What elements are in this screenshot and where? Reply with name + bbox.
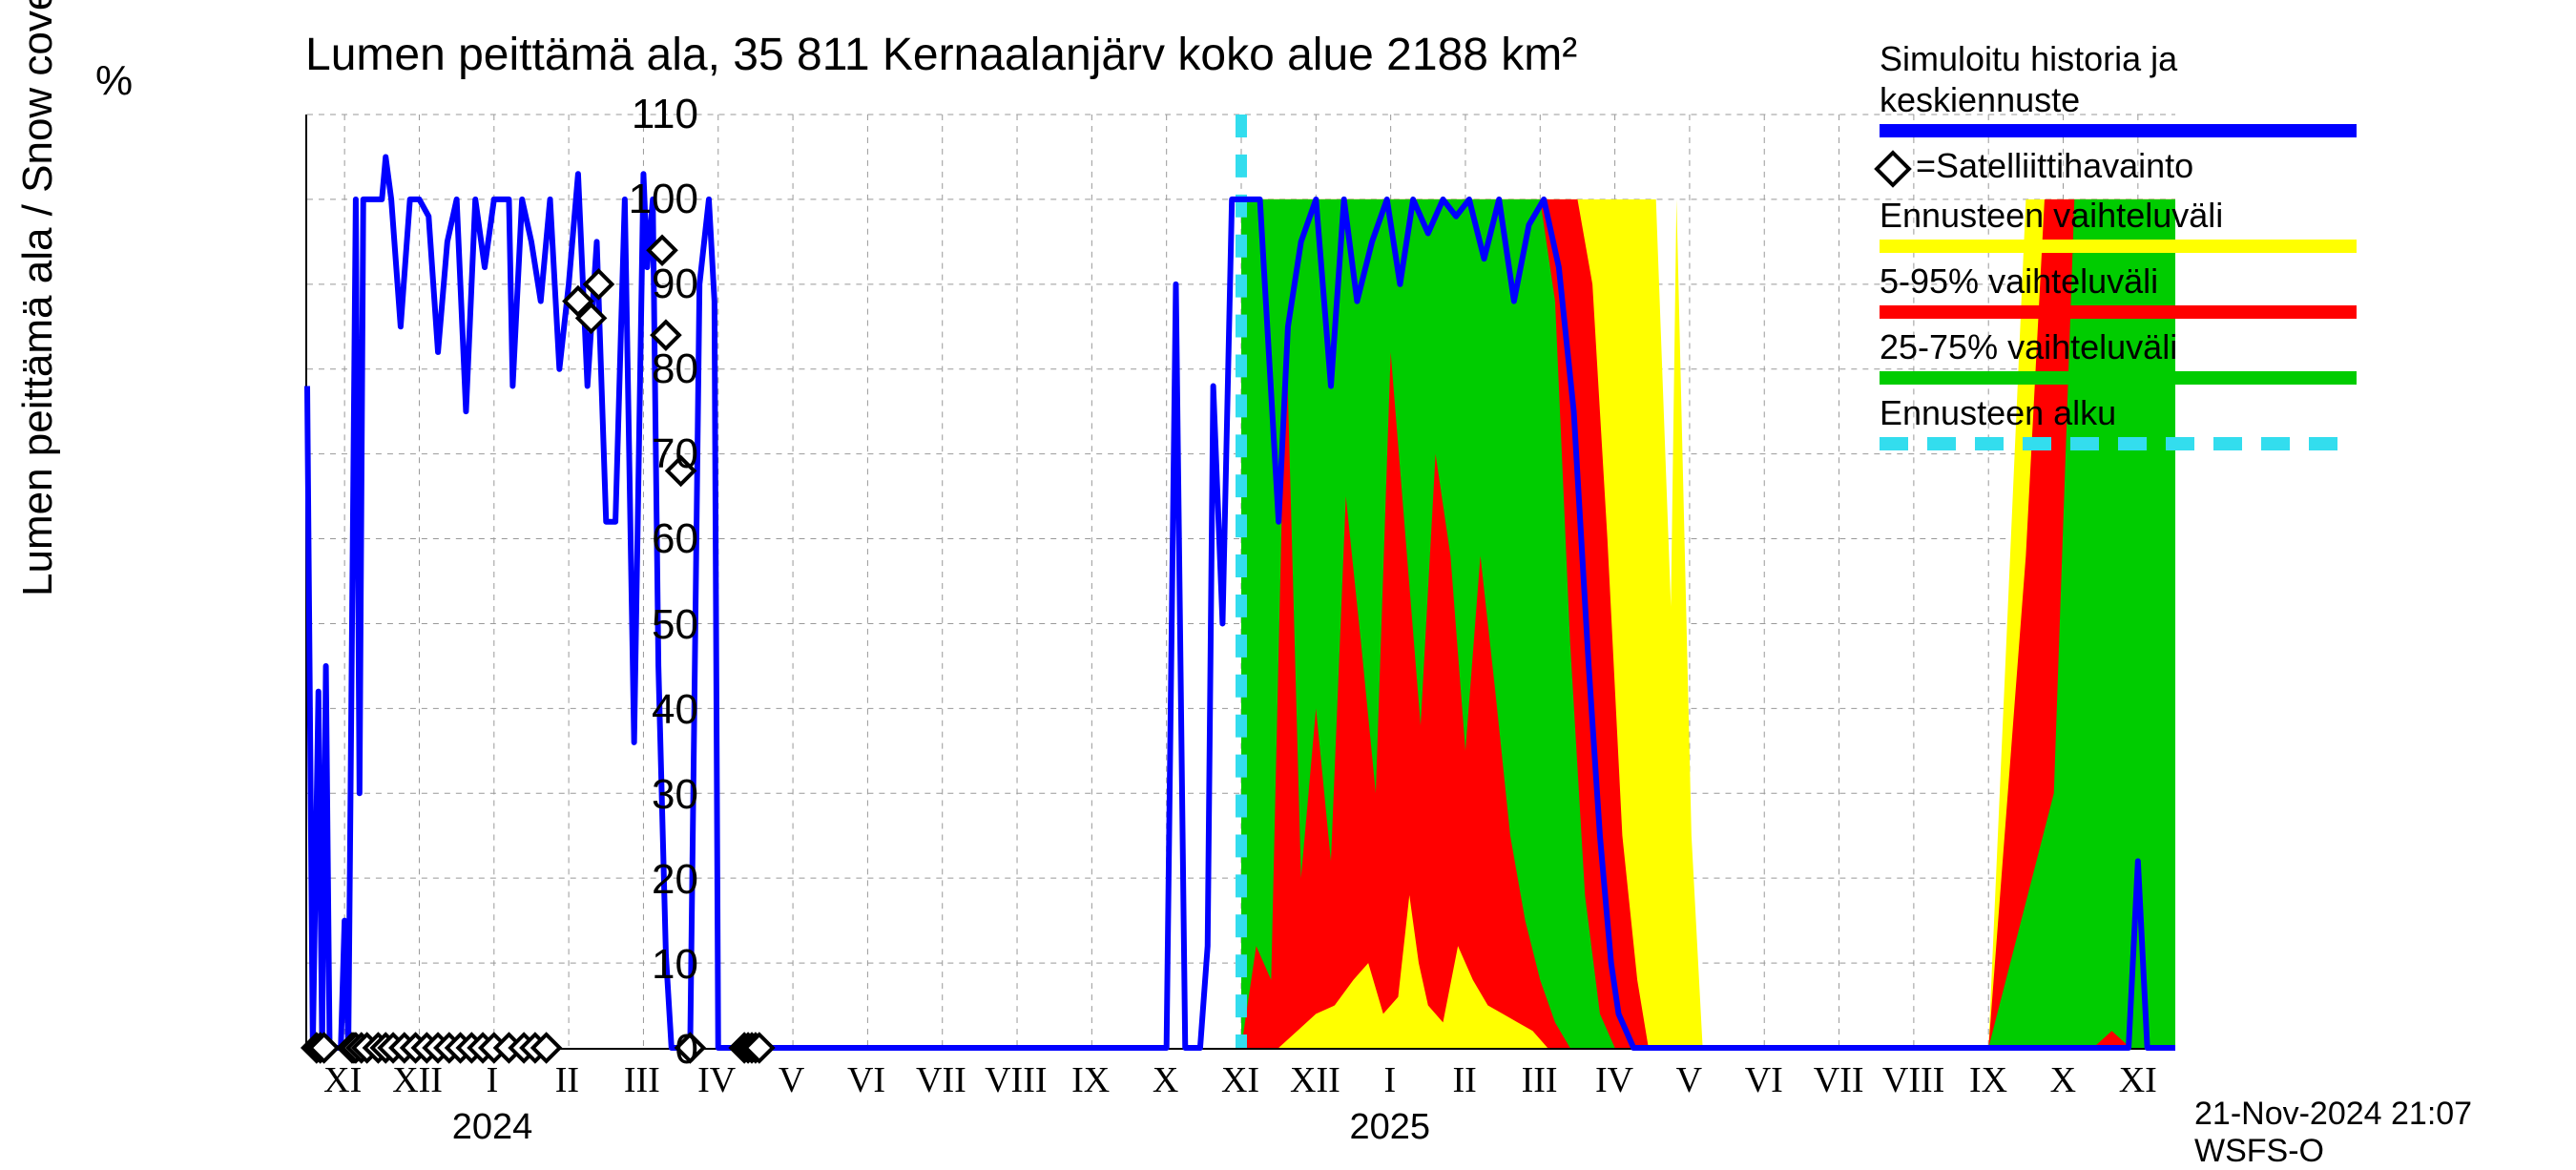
legend-range-595: 5-95% vaihteluväli bbox=[1880, 261, 2376, 319]
x-tick: V bbox=[1676, 1059, 1702, 1101]
x-year: 2025 bbox=[1350, 1107, 1431, 1148]
chart-container: Lumen peittämä ala, 35 811 Kernaalanjärv… bbox=[0, 0, 2576, 1145]
x-tick: X bbox=[2050, 1059, 2076, 1101]
legend-range-2575: 25-75% vaihteluväli bbox=[1880, 326, 2376, 385]
legend-range-2575-swatch bbox=[1880, 371, 2357, 385]
y-tick: 70 bbox=[603, 430, 698, 478]
x-tick: II bbox=[555, 1059, 579, 1101]
x-tick: II bbox=[1453, 1059, 1477, 1101]
legend-range-full-label: Ennusteen vaihteluväli bbox=[1880, 196, 2223, 235]
legend-history-label: Simuloitu historia ja keskiennuste bbox=[1880, 39, 2177, 119]
x-tick: I bbox=[487, 1059, 499, 1101]
x-tick: VIII bbox=[1882, 1059, 1944, 1101]
legend-range-full-swatch bbox=[1880, 240, 2357, 253]
legend-history-swatch bbox=[1880, 124, 2357, 137]
x-tick: XI bbox=[1221, 1059, 1259, 1101]
x-tick: XI bbox=[323, 1059, 362, 1101]
x-tick: VII bbox=[916, 1059, 966, 1101]
y-tick: 30 bbox=[603, 771, 698, 819]
legend-history: Simuloitu historia ja keskiennuste bbox=[1880, 38, 2376, 137]
legend-range-2575-label: 25-75% vaihteluväli bbox=[1880, 327, 2177, 366]
x-tick: XI bbox=[2119, 1059, 2157, 1101]
legend-forecast-start-label: Ennusteen alku bbox=[1880, 393, 2116, 432]
legend-satellite-label: =Satelliittihavainto bbox=[1916, 146, 2193, 185]
legend-range-full: Ennusteen vaihteluväli bbox=[1880, 195, 2376, 253]
y-tick: 100 bbox=[603, 176, 698, 223]
y-tick: 90 bbox=[603, 261, 698, 308]
footer-timestamp: 21-Nov-2024 21:07 WSFS-O bbox=[2194, 1096, 2576, 1170]
legend-forecast-start: Ennusteen alku bbox=[1880, 392, 2376, 450]
legend-range-595-swatch bbox=[1880, 305, 2357, 319]
x-tick: XII bbox=[1290, 1059, 1340, 1101]
y-tick: 110 bbox=[603, 91, 698, 138]
x-tick: III bbox=[624, 1059, 660, 1101]
y-axis-label: Lumen peittämä ala / Snow cover area bbox=[14, 0, 62, 596]
x-tick: VIII bbox=[985, 1059, 1047, 1101]
x-tick: XII bbox=[392, 1059, 443, 1101]
y-tick: 40 bbox=[603, 686, 698, 734]
x-tick: I bbox=[1383, 1059, 1396, 1101]
legend: Simuloitu historia ja keskiennuste =Sate… bbox=[1880, 38, 2376, 458]
chart-title: Lumen peittämä ala, 35 811 Kernaalanjärv… bbox=[305, 29, 1577, 81]
x-tick: X bbox=[1153, 1059, 1178, 1101]
x-tick: IX bbox=[1969, 1059, 2007, 1101]
y-tick: 50 bbox=[603, 601, 698, 649]
x-tick: VI bbox=[1745, 1059, 1783, 1101]
x-tick: VI bbox=[847, 1059, 885, 1101]
x-tick: IV bbox=[1595, 1059, 1633, 1101]
x-year: 2024 bbox=[452, 1107, 533, 1148]
x-tick: V bbox=[779, 1059, 804, 1101]
y-tick: 10 bbox=[603, 941, 698, 989]
y-tick: 20 bbox=[603, 856, 698, 904]
diamond-icon bbox=[1874, 150, 1912, 188]
legend-satellite: =Satelliittihavainto bbox=[1880, 145, 2376, 186]
y-tick: 60 bbox=[603, 515, 698, 563]
x-tick: VII bbox=[1814, 1059, 1864, 1101]
x-tick: IX bbox=[1071, 1059, 1110, 1101]
x-tick: III bbox=[1522, 1059, 1558, 1101]
y-tick: 80 bbox=[603, 345, 698, 393]
y-unit-label: % bbox=[95, 57, 133, 105]
legend-range-595-label: 5-95% vaihteluväli bbox=[1880, 261, 2158, 301]
x-tick: IV bbox=[697, 1059, 736, 1101]
legend-forecast-start-swatch bbox=[1880, 437, 2357, 450]
